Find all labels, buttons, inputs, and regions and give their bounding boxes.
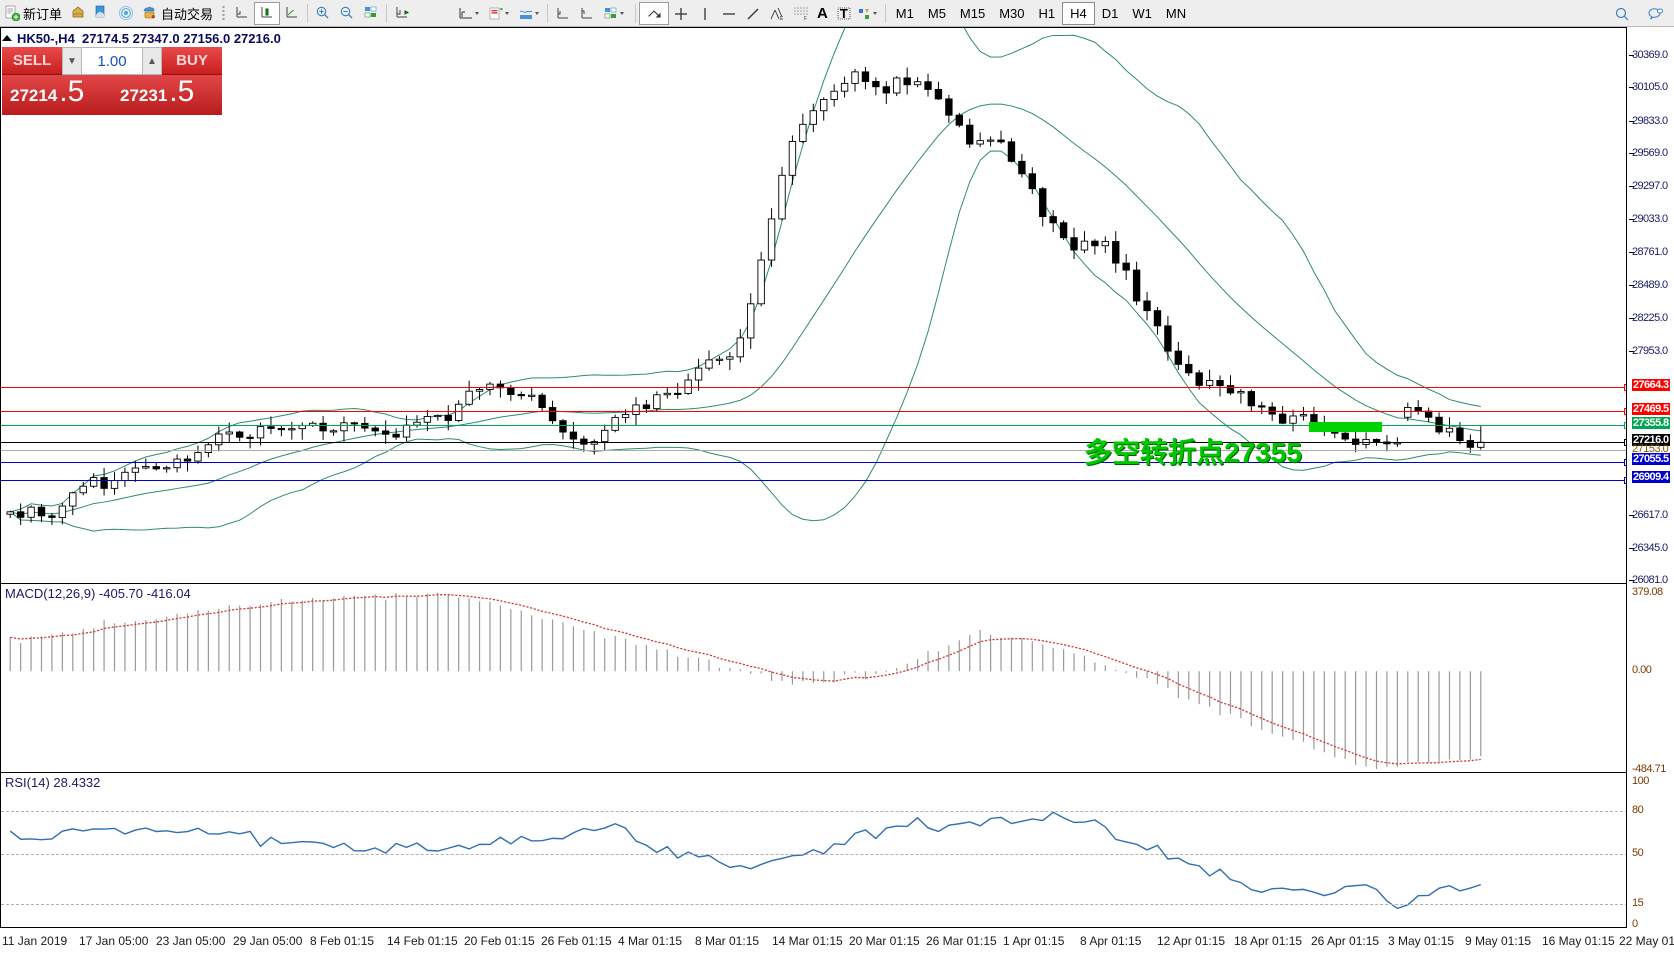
svg-text:F: F	[804, 16, 807, 22]
svg-text:E: E	[780, 16, 784, 22]
